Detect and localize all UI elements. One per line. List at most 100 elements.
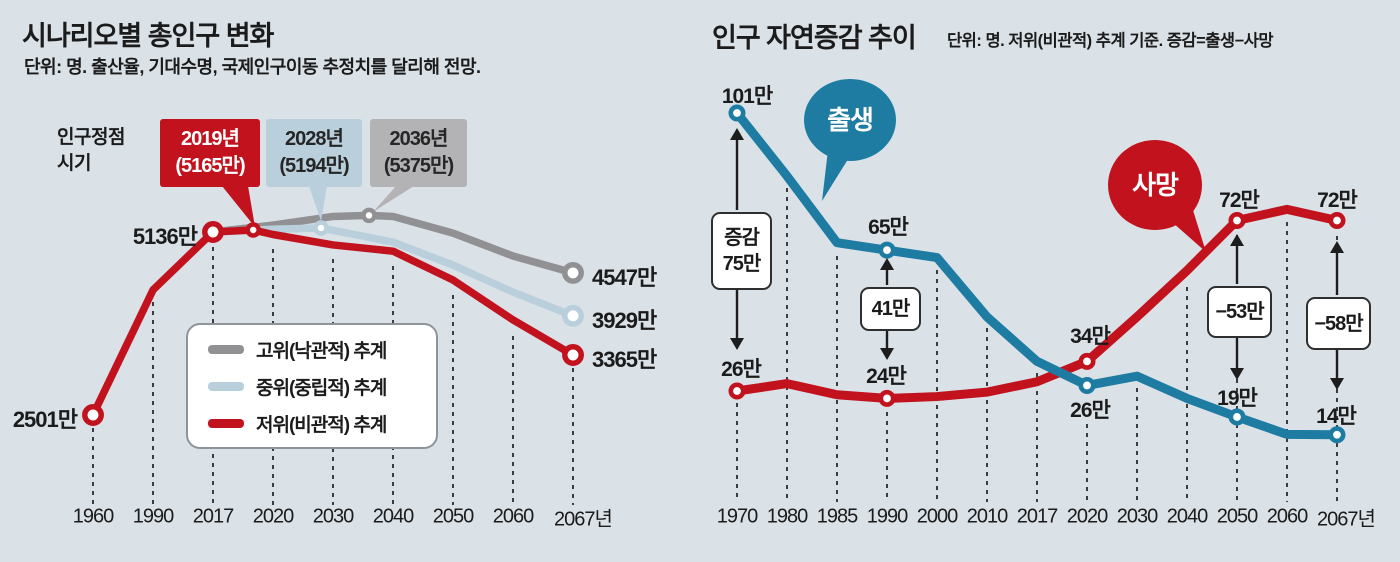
right-axis-label-1985: 1985 [816,505,858,528]
legend-label-2: 중위(중립적) 추계 [256,377,387,399]
gap-annotation-2067-line1: −58만 [1314,312,1363,335]
right-value-label-death-1990: 24만 [866,365,907,389]
high-projection-line [209,211,577,277]
birth-marker-1970 [728,104,746,122]
death-balloon-label: 사망 [1132,170,1179,200]
mid-projection-marker-5194 [313,220,329,236]
left-axis-label-1990: 1990 [132,505,174,528]
low-projection-marker-5136 [202,221,224,243]
death-marker-2067년 [1328,211,1346,229]
birth-marker-2020 [1078,376,1096,394]
right-axis-label-2050: 2050 [1216,505,1258,528]
left-value-label-4547만: 4547만 [592,264,657,290]
left-value-label-2501만: 2501만 [12,406,78,432]
peak-callout-1: 2019년 (5165만) [160,119,260,187]
birth-marker-2067년 [1328,426,1346,444]
gap-annotation-2050-line1: −53만 [1215,301,1264,323]
gap-arrow-down-1-head [730,338,744,350]
right-axis-label-2067년: 2067년 [1317,508,1376,531]
birth-balloon-tail [822,150,850,201]
gap-arrow-up-3-head [1230,234,1244,246]
right-value-label-birth-2020: 26만 [1070,399,1111,423]
right-axis-label-2010: 2010 [966,505,1008,528]
gap-arrow-down-4-head [1330,378,1344,390]
right-value-label-birth-1990: 65만 [868,216,909,240]
right-axis-label-2040: 2040 [1166,505,1208,528]
peak-callout-value-2: (5194만) [279,155,349,177]
peak-time-label-line1: 인구정점 [57,127,125,148]
gap-annotation-1990: 41만 [860,287,921,331]
left-chart-title: 시나리오별 총인구 변화 [22,21,274,51]
peak-callout-pointer-2 [309,186,327,221]
legend-swatch-1 [208,344,244,354]
legend-item-mid-projection: 중위(중립적) 추계 [208,376,387,399]
right-axis-label-2060: 2060 [1266,505,1308,528]
peak-callout-value-3: (5375만) [383,155,454,177]
peak-callout-pointer-1 [222,186,255,227]
right-axis-label-2000: 2000 [916,505,958,528]
peak-callout-pointer-3 [373,186,414,212]
legend-swatch-2 [208,381,244,391]
birth-balloon-label: 출생 [827,105,873,135]
peak-callout-2: 2028년 (5194만) [266,119,362,187]
legend-item-low-projection: 저위(비관적) 추계 [208,413,387,436]
right-value-label-death-2067년: 72만 [1317,189,1358,213]
gap-annotation-1970-line1: 증감 [724,227,760,249]
right-axis-label-1990: 1990 [866,505,908,528]
left-axis-label-2050: 2050 [432,505,474,528]
right-value-label-death-2020: 34만 [1070,325,1111,349]
birth-marker-1990 [878,241,896,259]
gap-annotation-1970: 증감 75만 [711,212,772,290]
right-value-label-birth-2050: 19만 [1217,386,1258,410]
legend-label-3: 저위(비관적) 추계 [256,414,387,436]
peak-time-label: 인구정점 시기 [57,125,125,177]
low-projection-marker-2501 [82,404,104,426]
gap-arrow-up-4-head [1330,241,1344,253]
right-chart-title: 인구 자연증감 추이 [712,23,917,53]
left-axis-label-2020: 2020 [252,505,294,528]
gap-annotation-2067: −58만 [1306,297,1371,350]
low-projection-marker-3365 [562,344,584,366]
mid-projection-line [209,224,577,320]
legend-label-1: 고위(낙관적) 추계 [256,340,387,362]
right-value-label-death-1970: 26만 [721,358,762,381]
peak-callout-year-2: 2028년 [285,128,344,150]
left-axis-label-2060: 2060 [492,505,534,528]
right-value-label-birth-2067년: 14만 [1316,404,1357,428]
gap-annotation-1990-line1: 41만 [871,298,911,320]
high-projection-marker-4547 [562,261,584,284]
death-marker-1970 [728,382,746,400]
gap-annotation-1970-line2: 75만 [722,253,762,275]
left-axis-label-2040: 2040 [372,505,414,528]
low-projection-line [89,226,577,419]
gap-arrow-down-3-head [1230,368,1244,380]
peak-callout-value-1: (5165만) [175,155,245,177]
right-chart-subtitle: 단위: 명. 저위(비관적) 추계 기준. 증감=출생−사망 [947,32,1274,50]
death-marker-2020 [1078,352,1096,370]
right-axis-label-2020: 2020 [1066,505,1108,528]
peak-callout-3: 2036년 (5375만) [370,119,467,187]
death-marker-1990 [878,389,896,407]
left-axis-label-1960: 1960 [72,505,114,528]
left-value-label-5136만: 5136만 [132,224,198,249]
right-value-label-death-2050: 72만 [1219,189,1260,213]
gap-annotation-2050: −53만 [1207,286,1272,338]
left-value-label-3929만: 3929만 [592,307,657,333]
right-axis-label-2030: 2030 [1116,505,1158,528]
birth-balloon [804,79,896,161]
left-axis-label-2017: 2017 [192,505,234,528]
gap-arrow-up-2-head [880,258,894,270]
legend-item-high-projection: 고위(낙관적) 추계 [208,339,387,362]
gap-arrow-down-2-head [880,348,894,360]
death-balloon [1108,140,1202,230]
high-projection-marker-5375 [361,207,377,224]
legend-swatch-3 [208,418,244,428]
right-axis-label-2017: 2017 [1016,505,1058,528]
death-marker-2050 [1228,211,1246,229]
left-value-label-3365만: 3365만 [592,346,657,372]
birth-marker-2050 [1228,408,1246,426]
left-axis-label-2030: 2030 [312,505,354,528]
right-value-label-birth-1970: 101만 [721,84,773,108]
